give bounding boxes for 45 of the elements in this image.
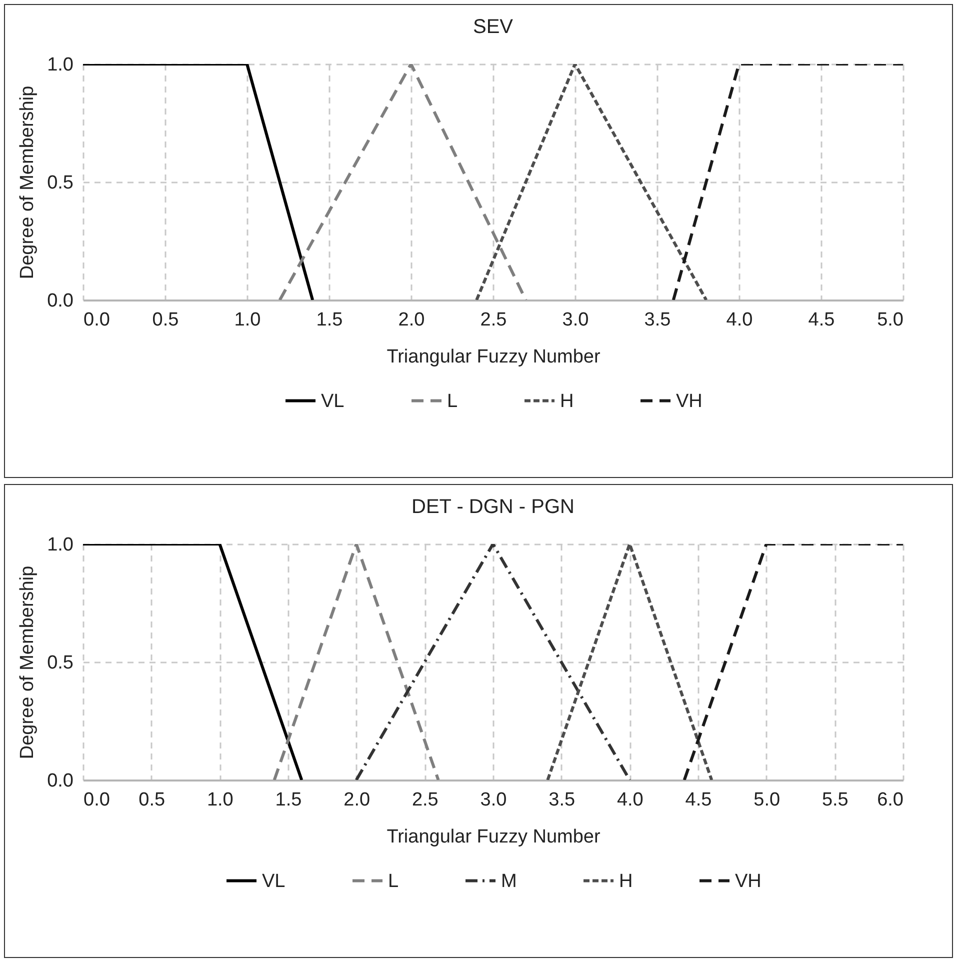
legend-label: VL <box>321 390 344 412</box>
x-tick-label: 4.0 <box>726 310 753 330</box>
x-tick-label: 2.0 <box>344 790 370 810</box>
legend-label: VL <box>262 870 286 892</box>
x-tick-label: 0.5 <box>152 310 179 330</box>
x-tick-label: 0.0 <box>84 790 110 810</box>
y-tick-label: 0.0 <box>47 290 74 312</box>
x-tick-label: 4.5 <box>808 310 835 330</box>
x-tick-label: 3.5 <box>644 310 671 330</box>
chart-title: DET - DGN - PGN <box>412 496 574 518</box>
legend-label: VH <box>735 870 762 892</box>
x-tick-label: 4.0 <box>616 790 644 810</box>
y-tick-label: 0.5 <box>47 172 74 194</box>
x-tick-label: 2.5 <box>412 790 438 810</box>
legend-label: H <box>560 390 574 412</box>
x-tick-label: 4.5 <box>685 790 712 810</box>
x-tick-label: 0.5 <box>138 790 166 810</box>
legend-label: L <box>447 390 458 412</box>
x-axis-title: Triangular Fuzzy Number <box>386 826 601 848</box>
x-tick-label: 5.0 <box>877 310 904 330</box>
x-tick-label: 3.5 <box>548 790 576 810</box>
legend-label: H <box>619 870 633 892</box>
legend-label: M <box>501 870 517 892</box>
x-tick-label: 1.0 <box>234 310 261 330</box>
legend-label: L <box>388 870 399 892</box>
y-tick-label: 0.5 <box>47 652 74 674</box>
x-axis-title: Triangular Fuzzy Number <box>386 346 601 368</box>
chart-title: SEV <box>472 16 514 38</box>
x-tick-label: 3.0 <box>562 310 589 330</box>
x-tick-label: 1.5 <box>316 310 343 330</box>
legend-label: VH <box>676 390 702 412</box>
x-tick-label: 0.0 <box>84 310 110 330</box>
x-tick-label: 5.5 <box>822 790 848 810</box>
y-tick-label: 0.0 <box>47 770 74 792</box>
x-tick-label: 2.5 <box>480 310 507 330</box>
y-tick-label: 1.0 <box>47 534 74 556</box>
x-tick-label: 6.0 <box>877 790 904 810</box>
x-tick-label: 1.0 <box>206 790 234 810</box>
x-tick-label: 1.5 <box>275 790 302 810</box>
y-axis-title: Degree of Membership <box>17 86 38 280</box>
y-axis-title: Degree of Membership <box>17 566 38 760</box>
y-tick-label: 1.0 <box>47 54 74 76</box>
x-tick-label: 3.0 <box>480 790 507 810</box>
x-tick-label: 5.0 <box>754 790 780 810</box>
x-tick-label: 2.0 <box>398 310 425 330</box>
